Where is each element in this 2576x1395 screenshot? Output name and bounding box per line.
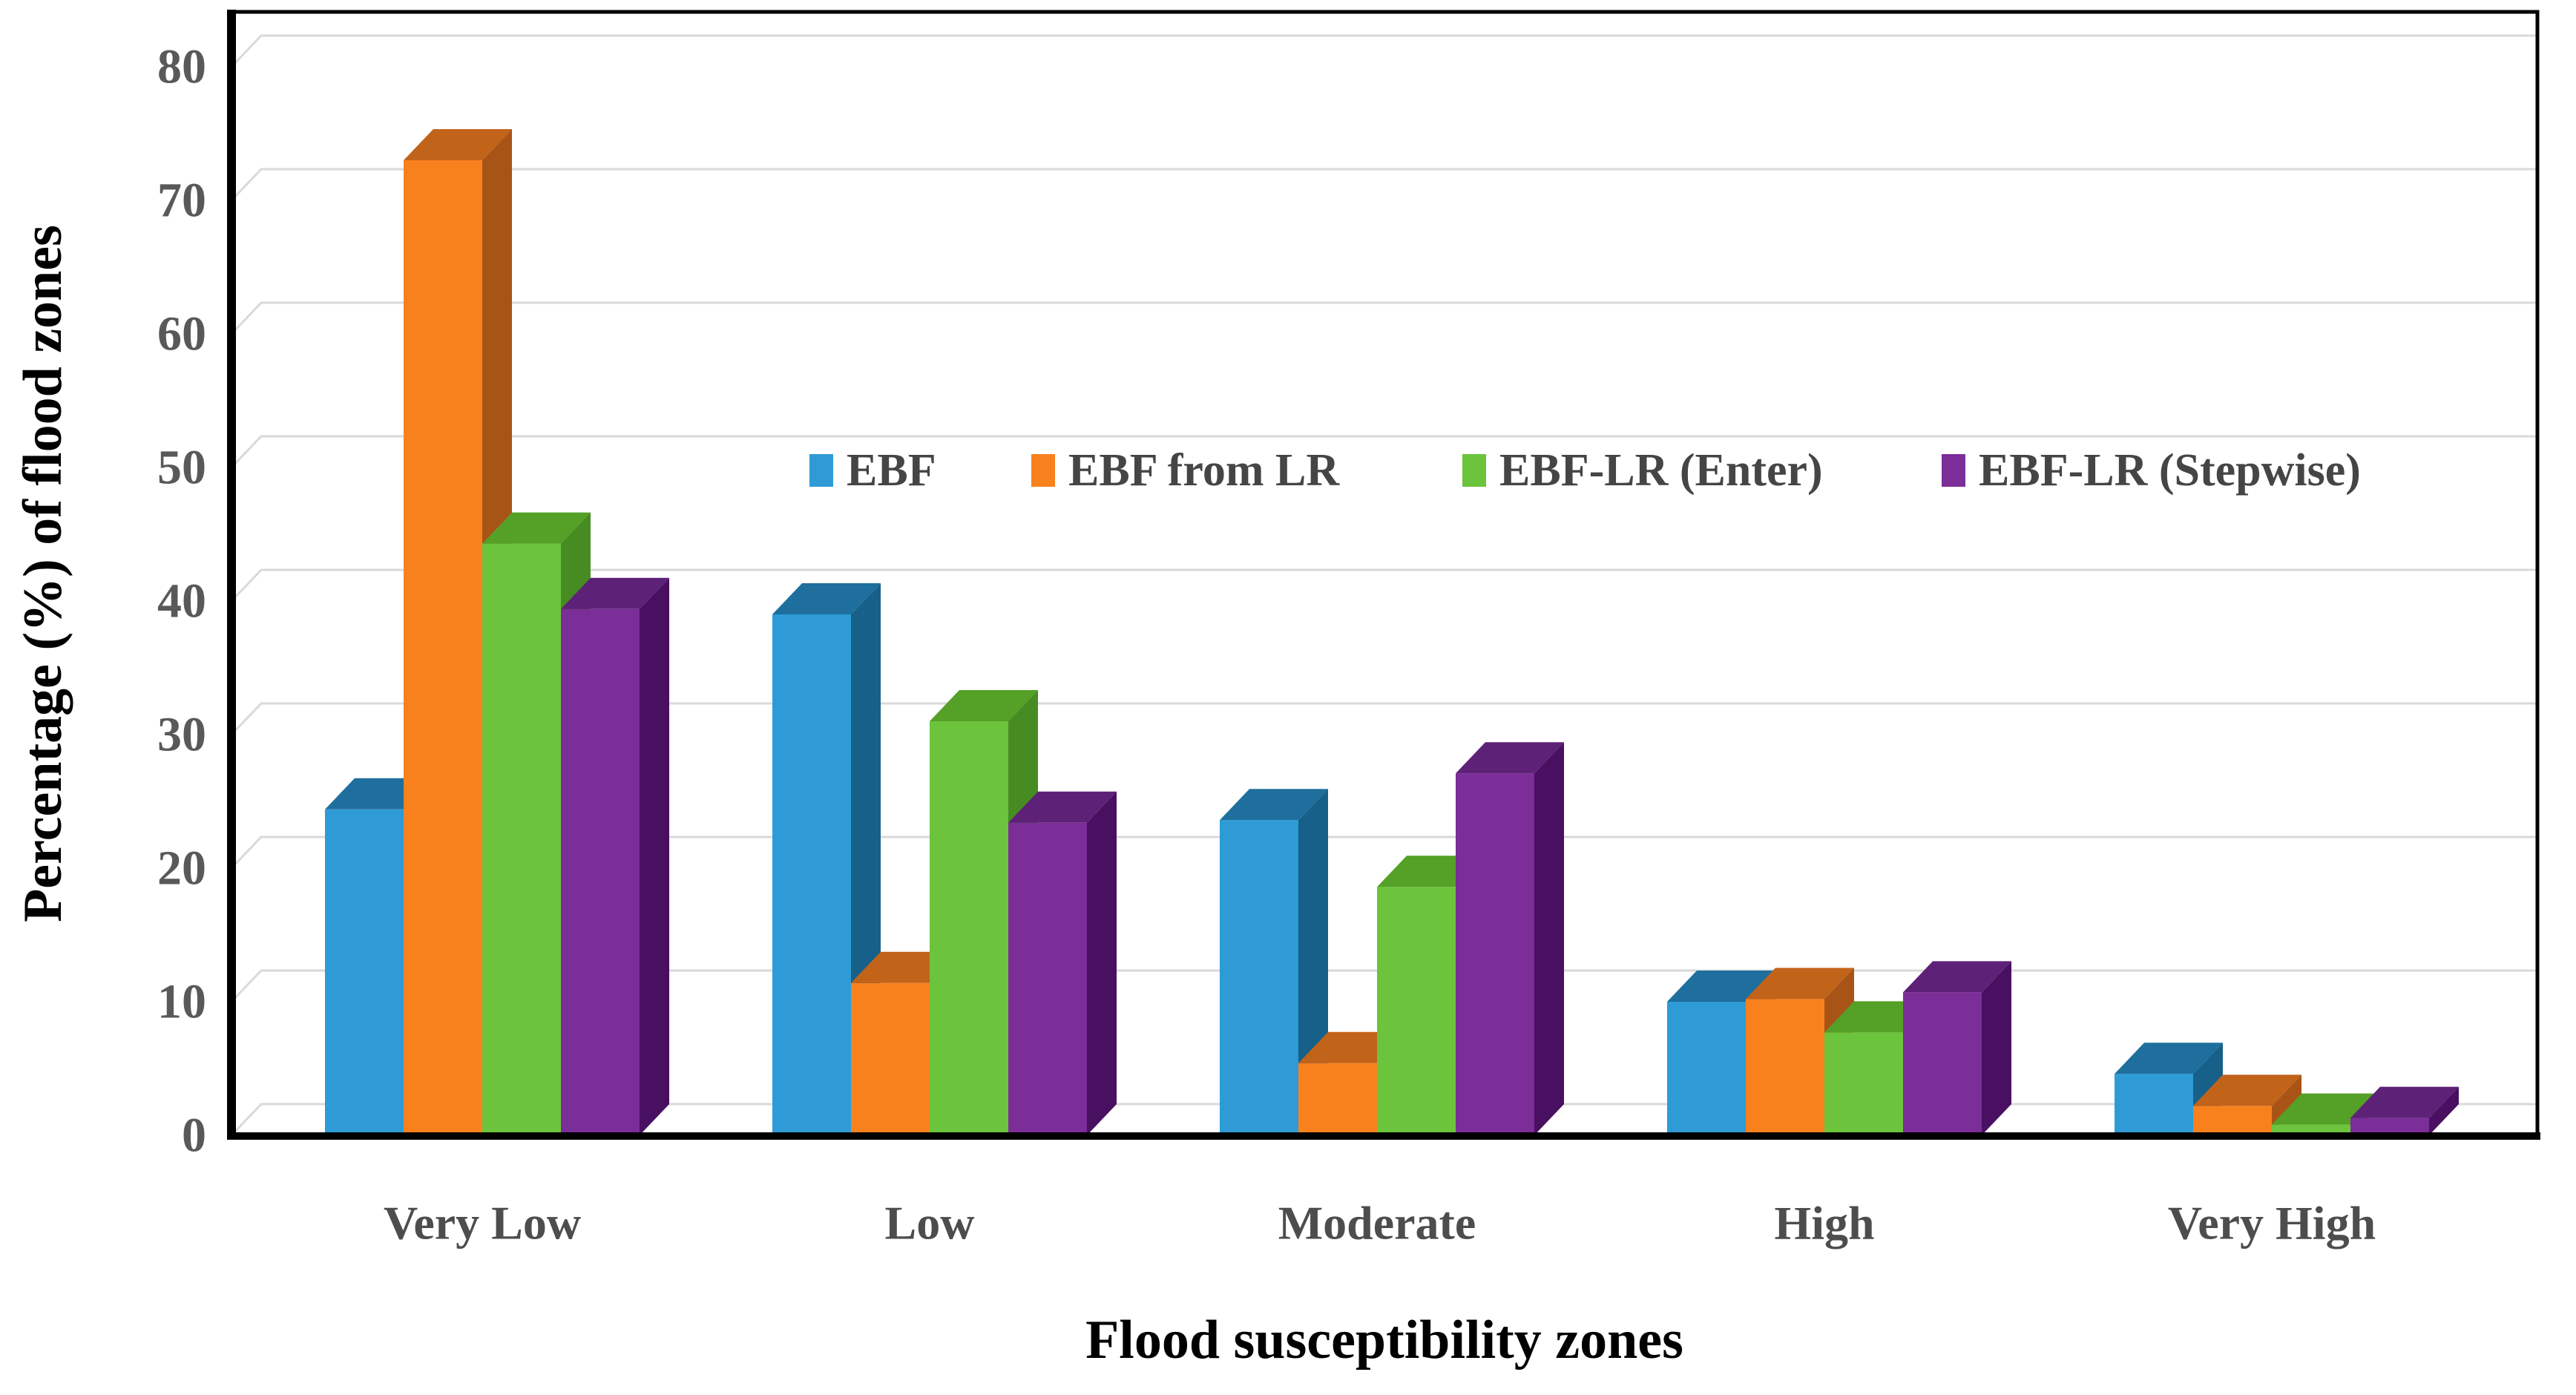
y-axis-title: Percentage (%) of flood zones	[13, 225, 73, 922]
legend-label-ebf-from-lr: EBF from LR	[1068, 445, 1340, 496]
bar-ebf-lr-enter-high-front	[1824, 1032, 1903, 1135]
bar-ebf-lr-stepwise-very-high-front	[2350, 1117, 2429, 1135]
legend-marker-ebf-lr-enter	[1462, 454, 1486, 487]
y-tick-label-40: 40	[157, 574, 206, 628]
bar-ebf-low-front	[772, 614, 851, 1135]
bar-ebf-high-front	[1667, 1002, 1746, 1135]
bar-ebf-lr-stepwise-moderate-side	[1534, 742, 1564, 1135]
y-tick-label-0: 0	[182, 1109, 206, 1163]
bar-ebf-lr-stepwise-moderate-front	[1456, 773, 1534, 1135]
bar-ebf-lr-stepwise-high-side	[1982, 961, 2011, 1135]
y-tick-label-70: 70	[157, 174, 206, 228]
bar-ebf-lr-stepwise-very-high-side	[2429, 1086, 2459, 1135]
x-category-label-high: High	[1774, 1197, 1874, 1250]
gridline-50	[230, 435, 2537, 469]
bar-ebf-lr-enter-very-low-top	[482, 512, 591, 544]
bar-ebf-low-top	[772, 583, 881, 614]
legend-marker-ebf-lr-stepwise	[1942, 454, 1965, 487]
y-axis-line	[227, 10, 236, 1140]
gridline-70	[230, 168, 2537, 202]
gridline-80	[230, 34, 2537, 68]
x-axis-title: Flood susceptibility zones	[1085, 1310, 1683, 1371]
bar-ebf-lr-stepwise-very-low-side	[640, 577, 669, 1135]
bar-ebf-lr-enter-very-low-front	[482, 543, 561, 1135]
legend-label-ebf: EBF	[847, 445, 936, 496]
bar-ebf-lr-stepwise-very-low-top	[561, 577, 669, 609]
gridline-40	[230, 568, 2537, 603]
bar-ebf-from-lr-high-top	[1746, 968, 1854, 1000]
bar-ebf-lr-stepwise-low-top	[1008, 791, 1117, 823]
bar-ebf-lr-enter-low-top	[930, 690, 1038, 721]
y-tick-label-10: 10	[157, 975, 206, 1029]
bar-ebf-lr-enter-moderate-front	[1377, 887, 1456, 1135]
bar-ebf-moderate-top	[1220, 789, 1328, 821]
x-category-label-moderate: Moderate	[1278, 1197, 1476, 1250]
x-axis-line	[227, 1132, 2540, 1140]
y-tick-label-60: 60	[157, 307, 206, 361]
bar-ebf-lr-stepwise-low-side	[1087, 791, 1117, 1135]
y-tick-label-80: 80	[157, 40, 206, 94]
gridline-20	[230, 836, 2537, 870]
bar-ebf-lr-stepwise-low-front	[1008, 822, 1087, 1135]
bar-ebf-from-lr-moderate-front	[1298, 1063, 1377, 1135]
legend-label-ebf-lr-enter: EBF-LR (Enter)	[1499, 445, 1823, 496]
bar-ebf-very-low-front	[325, 809, 404, 1135]
legend-label-ebf-lr-stepwise: EBF-LR (Stepwise)	[1979, 445, 2361, 496]
bar-ebf-from-lr-very-high-top	[2193, 1074, 2301, 1106]
bar-ebf-lr-enter-low-front	[930, 721, 1008, 1135]
bar-ebf-from-lr-very-low-front	[404, 160, 482, 1135]
gridline-60	[230, 301, 2537, 335]
bar-ebf-from-lr-low-front	[851, 982, 930, 1135]
bar-ebf-moderate-front	[1220, 820, 1298, 1135]
gridline-30	[230, 702, 2537, 736]
bar-ebf-from-lr-very-high-front	[2193, 1106, 2272, 1135]
x-category-label-very-low: Very Low	[384, 1197, 581, 1250]
bar-ebf-high-top	[1667, 971, 1775, 1002]
y-tick-label-20: 20	[157, 841, 206, 896]
bar-ebf-lr-stepwise-high-front	[1903, 992, 1982, 1135]
legend-marker-ebf-from-lr	[1031, 454, 1055, 487]
y-tick-label-30: 30	[157, 708, 206, 762]
bar-ebf-very-high-front	[2115, 1074, 2193, 1135]
bar-ebf-from-lr-high-front	[1746, 999, 1824, 1135]
bar-ebf-lr-stepwise-very-low-front	[561, 608, 640, 1135]
legend-marker-ebf	[809, 454, 833, 487]
bar-ebf-lr-stepwise-very-high-top	[2350, 1086, 2459, 1118]
y-tick-label-50: 50	[157, 441, 206, 495]
x-category-label-low: Low	[885, 1197, 975, 1250]
x-category-label-very-high: Very High	[2168, 1197, 2376, 1250]
bar-ebf-lr-stepwise-moderate-top	[1456, 742, 1564, 774]
bar-ebf-from-lr-very-low-top	[404, 129, 512, 160]
bar-ebf-lr-stepwise-high-top	[1903, 961, 2011, 993]
bar-ebf-very-high-top	[2115, 1043, 2223, 1074]
